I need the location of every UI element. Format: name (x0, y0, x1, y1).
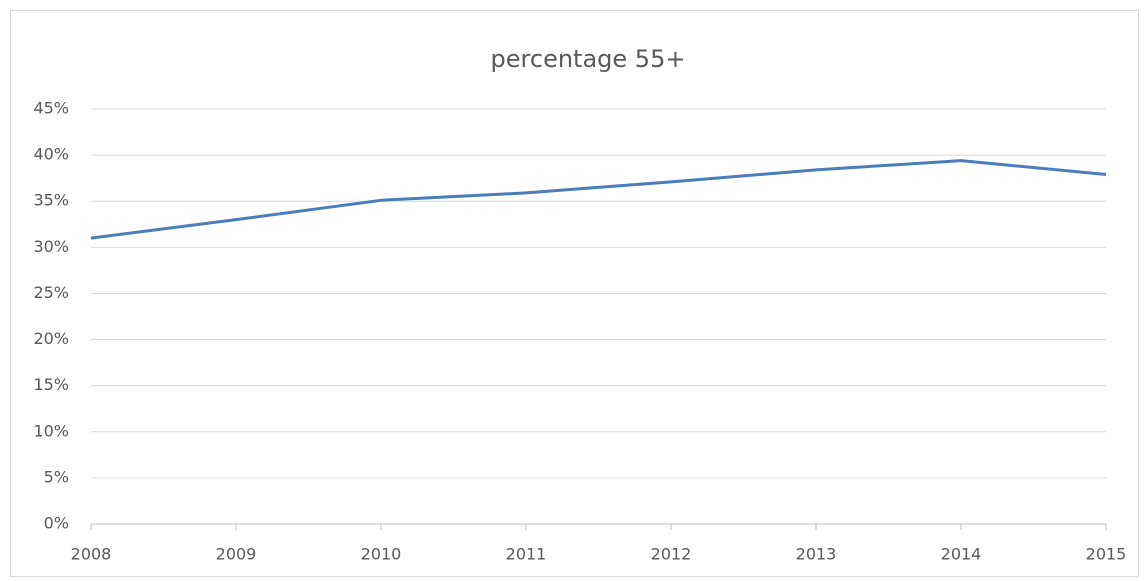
x-tick-label: 2012 (651, 545, 692, 564)
y-tick-label: 25% (33, 283, 69, 302)
y-tick-label: 40% (33, 145, 69, 164)
y-tick-label: 35% (33, 191, 69, 210)
x-tick-label: 2013 (796, 545, 837, 564)
x-tick-label: 2011 (506, 545, 547, 564)
y-tick-label: 45% (33, 99, 69, 118)
y-tick-label: 30% (33, 237, 69, 256)
y-tick-label: 20% (33, 329, 69, 348)
x-tick-label: 2010 (361, 545, 402, 564)
y-tick-label: 10% (33, 421, 69, 440)
x-tick-label: 2014 (941, 545, 982, 564)
x-tick-label: 2009 (216, 545, 257, 564)
y-tick-label: 5% (44, 467, 69, 486)
chart-title: percentage 55+ (491, 45, 686, 73)
data-line (90, 159, 1107, 240)
y-tick-label: 15% (33, 375, 69, 394)
x-tick-label: 2008 (71, 545, 112, 564)
y-tick-label: 0% (44, 514, 69, 533)
x-tick-label: 2015 (1086, 545, 1127, 564)
